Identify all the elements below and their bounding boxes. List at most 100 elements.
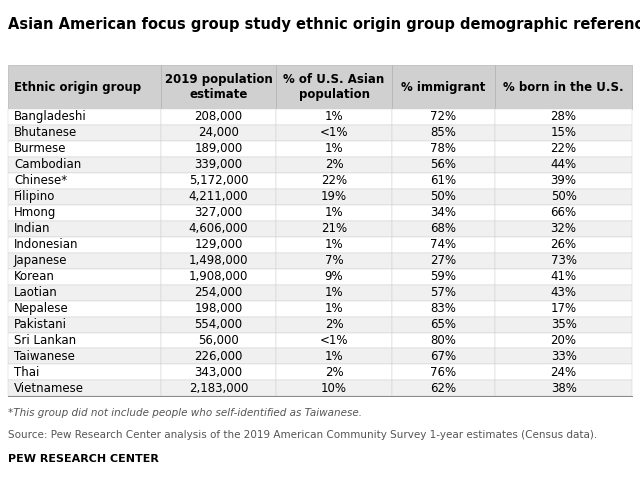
Text: 59%: 59% (430, 270, 456, 283)
Text: 7%: 7% (324, 254, 344, 267)
Bar (161, 285, 276, 301)
Bar (8, 141, 161, 157)
Bar (8, 285, 161, 301)
Bar (276, 173, 392, 189)
Text: 61%: 61% (430, 174, 456, 187)
Text: 62%: 62% (430, 382, 456, 395)
Bar (276, 141, 392, 157)
Text: 1%: 1% (324, 302, 344, 315)
Text: Filipino: Filipino (14, 190, 56, 203)
Bar (276, 285, 392, 301)
Bar (161, 109, 276, 125)
Text: 1%: 1% (324, 206, 344, 219)
Bar (161, 125, 276, 141)
Text: 129,000: 129,000 (195, 238, 243, 251)
Text: 74%: 74% (430, 238, 456, 251)
Bar (392, 253, 495, 269)
Text: % immigrant: % immigrant (401, 81, 486, 93)
Text: 2019 population
estimate: 2019 population estimate (164, 73, 273, 101)
Bar (8, 253, 161, 269)
Bar (495, 141, 632, 157)
Text: 43%: 43% (550, 286, 577, 299)
Text: 56%: 56% (430, 158, 456, 171)
Text: 76%: 76% (430, 366, 456, 379)
Bar (8, 109, 161, 125)
Bar (8, 189, 161, 205)
Bar (392, 237, 495, 253)
Text: 67%: 67% (430, 350, 456, 363)
Bar (8, 205, 161, 221)
Text: 24%: 24% (550, 366, 577, 379)
Bar (8, 221, 161, 237)
Text: Chinese*: Chinese* (14, 174, 67, 187)
Text: 28%: 28% (550, 110, 577, 123)
Text: 78%: 78% (430, 142, 456, 155)
Text: 2%: 2% (324, 318, 344, 331)
Text: 39%: 39% (550, 174, 577, 187)
Bar (276, 205, 392, 221)
Text: 2%: 2% (324, 158, 344, 171)
Bar (495, 253, 632, 269)
Text: 32%: 32% (550, 222, 577, 235)
Text: 1%: 1% (324, 350, 344, 363)
Text: 15%: 15% (550, 126, 577, 139)
Bar (495, 237, 632, 253)
Bar (161, 333, 276, 348)
Text: 1%: 1% (324, 286, 344, 299)
Text: 254,000: 254,000 (195, 286, 243, 299)
Text: 24,000: 24,000 (198, 126, 239, 139)
Bar (8, 333, 161, 348)
Text: 73%: 73% (550, 254, 577, 267)
Bar (161, 317, 276, 333)
Bar (392, 65, 495, 109)
Text: Bhutanese: Bhutanese (14, 126, 77, 139)
Text: 9%: 9% (324, 270, 344, 283)
Text: 1%: 1% (324, 110, 344, 123)
Bar (495, 221, 632, 237)
Bar (495, 380, 632, 396)
Bar (495, 205, 632, 221)
Bar (8, 237, 161, 253)
Bar (8, 380, 161, 396)
Text: 38%: 38% (550, 382, 577, 395)
Text: Taiwanese: Taiwanese (14, 350, 75, 363)
Bar (161, 253, 276, 269)
Bar (161, 221, 276, 237)
Text: Cambodian: Cambodian (14, 158, 81, 171)
Text: Thai: Thai (14, 366, 40, 379)
Text: Asian American focus group study ethnic origin group demographic reference data: Asian American focus group study ethnic … (8, 17, 640, 32)
Bar (392, 109, 495, 125)
Bar (495, 109, 632, 125)
Text: 21%: 21% (321, 222, 347, 235)
Bar (392, 125, 495, 141)
Text: Pakistani: Pakistani (14, 318, 67, 331)
Bar (495, 173, 632, 189)
Text: 343,000: 343,000 (195, 366, 243, 379)
Bar (8, 157, 161, 173)
Bar (161, 301, 276, 317)
Bar (276, 333, 392, 348)
Text: 44%: 44% (550, 158, 577, 171)
Text: *This group did not include people who self-identified as Taiwanese.: *This group did not include people who s… (8, 408, 362, 419)
Text: 26%: 26% (550, 238, 577, 251)
Text: 208,000: 208,000 (195, 110, 243, 123)
Bar (392, 348, 495, 364)
Bar (392, 189, 495, 205)
Bar (8, 65, 161, 109)
Text: Korean: Korean (14, 270, 55, 283)
Text: 339,000: 339,000 (195, 158, 243, 171)
Bar (392, 269, 495, 285)
Bar (495, 157, 632, 173)
Text: 226,000: 226,000 (195, 350, 243, 363)
Text: Burmese: Burmese (14, 142, 67, 155)
Bar (392, 221, 495, 237)
Bar (495, 364, 632, 380)
Bar (161, 173, 276, 189)
Text: 50%: 50% (431, 190, 456, 203)
Bar (392, 380, 495, 396)
Text: 2%: 2% (324, 366, 344, 379)
Bar (161, 65, 276, 109)
Text: 10%: 10% (321, 382, 347, 395)
Text: 198,000: 198,000 (195, 302, 243, 315)
Text: Indonesian: Indonesian (14, 238, 79, 251)
